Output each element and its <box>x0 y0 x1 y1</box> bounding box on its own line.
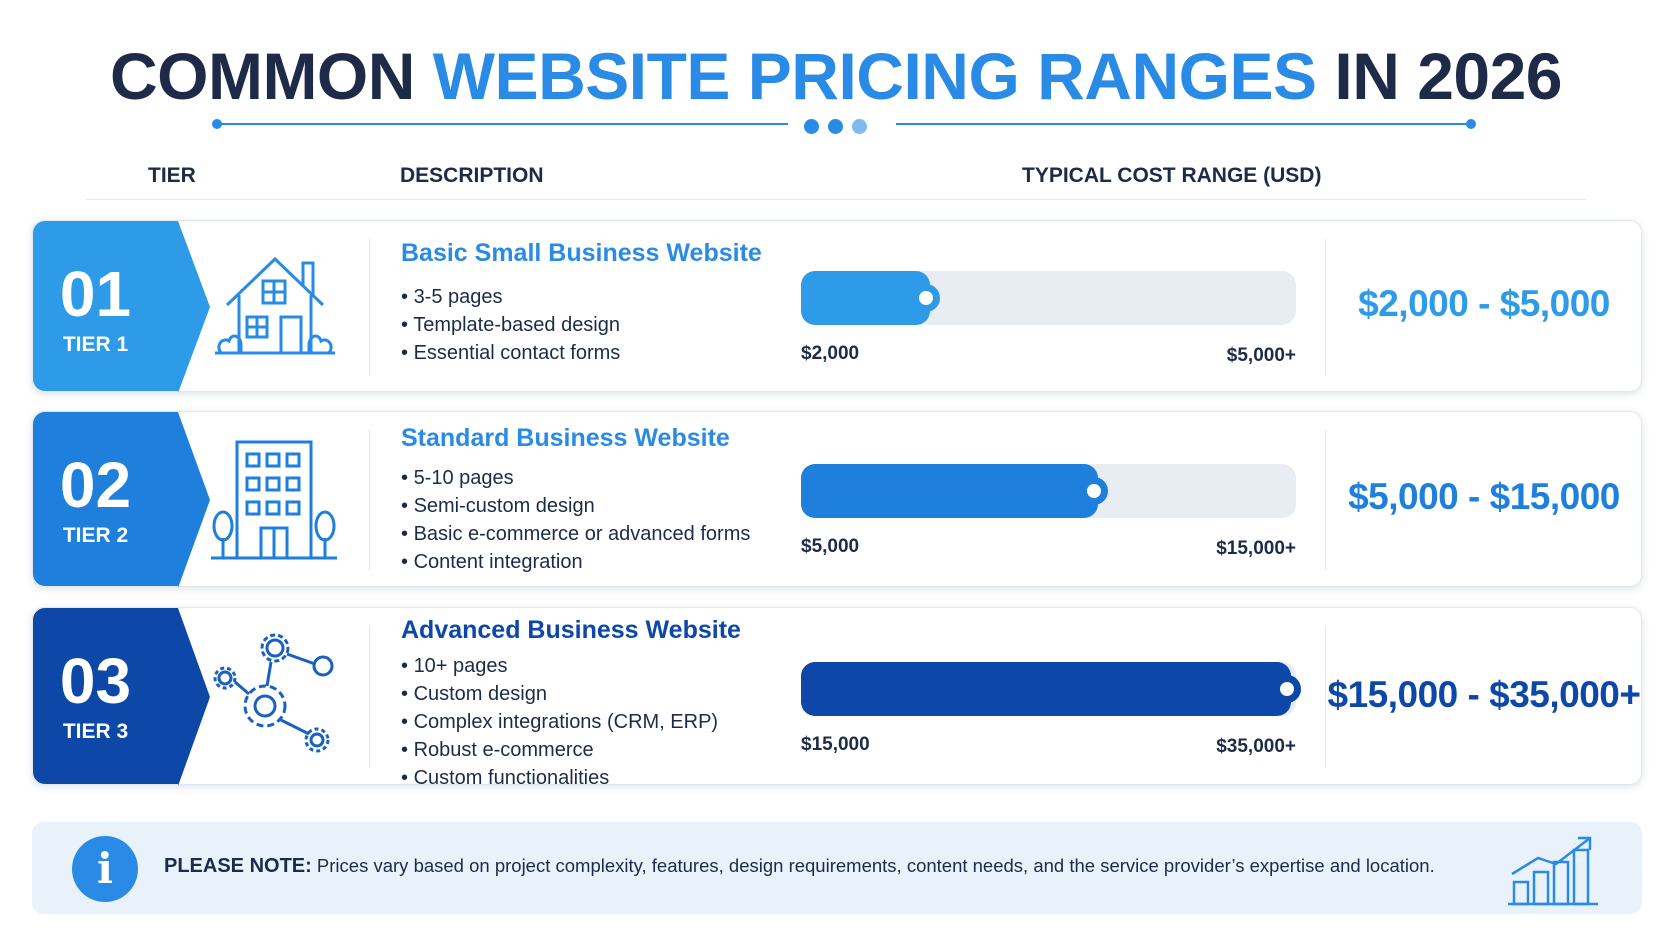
price-range: $5,000 - $15,000 <box>1348 476 1620 517</box>
note-banner: i PLEASE NOTE: Prices vary based on proj… <box>32 822 1642 914</box>
cost-range-bar <box>801 271 1296 325</box>
tier-label: TIER 1 <box>62 333 129 356</box>
range-max-label: $15,000+ <box>1216 538 1296 559</box>
tier-label: TIER 3 <box>62 720 129 743</box>
cost-range-fill <box>801 662 1291 716</box>
cost-range-fill <box>801 464 1098 518</box>
column-header-tier: TIER <box>148 164 196 187</box>
feature-item: 10+ pages <box>401 652 718 680</box>
cost-range-fill <box>801 271 930 325</box>
note-body: Prices vary based on project complexity,… <box>311 855 1435 876</box>
note-text: PLEASE NOTE: Prices vary based on projec… <box>164 855 1435 878</box>
tier-badge-1: 01 TIER 1 <box>33 221 178 391</box>
growth-chart-icon <box>1508 836 1598 906</box>
range-min-label: $5,000 <box>801 536 860 557</box>
note-label: PLEASE NOTE: <box>164 855 312 877</box>
feature-list: 5-10 pages Semi-custom design Basic e-co… <box>401 464 751 576</box>
range-max-label: $5,000+ <box>1226 345 1296 366</box>
title-dots <box>804 119 868 135</box>
cost-range-bar <box>801 464 1296 518</box>
tier-number: 03 <box>59 645 132 717</box>
feature-list: 10+ pages Custom design Complex integrat… <box>401 652 719 792</box>
feature-item: Template-based design <box>401 311 620 339</box>
price-range: $15,000 - $35,000+ <box>1327 674 1641 715</box>
feature-item: 5-10 pages <box>401 464 750 492</box>
feature-item: Custom functionalities <box>401 764 718 792</box>
feature-item: Complex integrations (CRM, ERP) <box>401 708 719 736</box>
tier-number: 01 <box>59 258 132 330</box>
tier-badge-3: 03 TIER 3 <box>33 608 178 784</box>
title-part-3: IN 2026 <box>1316 39 1563 113</box>
tier-label: TIER 2 <box>62 524 129 547</box>
tier-title: Basic Small Business Website <box>401 239 762 267</box>
feature-item: Essential contact forms <box>401 339 621 367</box>
tier-number: 02 <box>59 449 132 521</box>
cost-range-marker <box>1080 477 1108 505</box>
price-range: $2,000 - $5,000 <box>1358 283 1610 324</box>
range-max-label: $35,000+ <box>1216 736 1296 757</box>
cost-range-marker <box>912 284 940 312</box>
info-icon: i <box>72 836 138 902</box>
range-min-label: $15,000 <box>801 734 870 755</box>
tier-row-3: 03 TIER 3 Advanced Business Website 10+ … <box>32 607 1642 789</box>
cost-range-marker <box>1273 675 1301 703</box>
feature-list: 3-5 pages Template-based design Essentia… <box>401 283 620 367</box>
header-rule <box>86 199 1586 200</box>
page-title: COMMON WEBSITE PRICING RANGES IN 2026 <box>0 36 1672 116</box>
title-divider <box>210 118 1480 130</box>
title-part-2: WEBSITE PRICING RANGES <box>432 39 1317 113</box>
column-header-cost: TYPICAL COST RANGE (USD) <box>1022 164 1322 187</box>
cost-range-bar <box>801 662 1301 716</box>
tier-row-2: 02 TIER 2 Standard Business Website 5-10… <box>32 411 1642 588</box>
tier-row-1: 01 TIER 1 Basic Small Business Website 3… <box>32 220 1642 393</box>
house-icon <box>215 256 335 355</box>
feature-item: Robust e-commerce <box>401 736 718 764</box>
feature-item: Content integration <box>401 548 750 576</box>
gears-network-icon <box>213 633 334 753</box>
tier-title: Standard Business Website <box>401 424 730 452</box>
feature-item: 3-5 pages <box>401 283 620 311</box>
title-part-1: COMMON <box>109 39 433 113</box>
feature-item: Custom design <box>401 680 718 708</box>
office-building-icon <box>211 440 337 560</box>
column-header-description: DESCRIPTION <box>400 164 544 187</box>
tier-title: Advanced Business Website <box>401 616 741 644</box>
tier-badge-2: 02 TIER 2 <box>33 412 178 586</box>
feature-item: Basic e-commerce or advanced forms <box>401 520 751 548</box>
range-min-label: $2,000 <box>801 343 860 364</box>
feature-item: Semi-custom design <box>401 492 750 520</box>
